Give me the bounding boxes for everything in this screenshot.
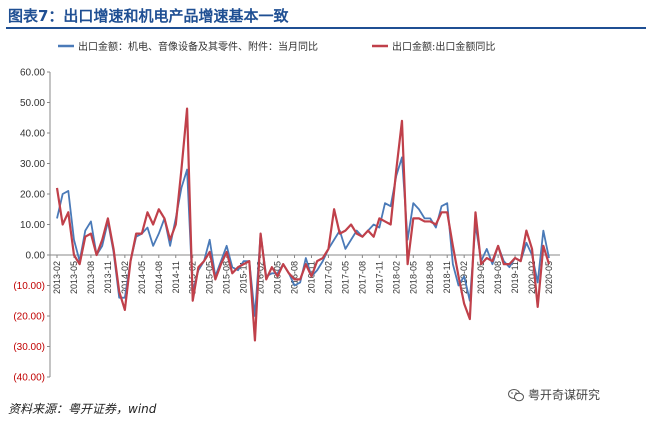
y-tick-label: 10.00 bbox=[20, 220, 45, 231]
legend: 出口金额：机电、音像设备及其零件、附件：当月同比 出口金额:出口金额同比 bbox=[58, 40, 495, 53]
y-tick-label: (30.00) bbox=[13, 342, 45, 353]
source-note: 资料来源：粤开证券，wind bbox=[8, 402, 157, 416]
x-tick-label: 2019-08 bbox=[493, 261, 503, 294]
x-tick-label: 2013-11 bbox=[103, 261, 113, 293]
x-tick-label: 2020-05 bbox=[544, 261, 554, 294]
x-tick-label: 2014-11 bbox=[171, 261, 181, 293]
watermark: 粤开奇谋研究 bbox=[508, 386, 600, 403]
x-tick-label: 2015-11 bbox=[239, 261, 249, 293]
y-tick-label: (20.00) bbox=[13, 312, 45, 323]
legend-label-2: 出口金额:出口金额同比 bbox=[392, 40, 495, 53]
x-tick-label: 2016-05 bbox=[273, 261, 283, 294]
x-tick-label: 2018-02 bbox=[391, 261, 401, 294]
y-tick-label: (40.00) bbox=[13, 373, 45, 384]
wechat-icon bbox=[508, 388, 524, 401]
x-tick-label: 2018-11 bbox=[442, 261, 452, 293]
series-line-2 bbox=[55, 107, 551, 342]
x-tick-label: 2017-05 bbox=[340, 261, 350, 294]
x-tick-label: 2017-02 bbox=[323, 261, 333, 294]
x-tick-label: 2014-05 bbox=[137, 261, 147, 294]
x-tick-label: 2013-08 bbox=[86, 261, 96, 294]
legend-label-1: 出口金额：机电、音像设备及其零件、附件：当月同比 bbox=[78, 40, 318, 53]
y-tick-label: 0.00 bbox=[26, 251, 46, 262]
y-tick-label: (10.00) bbox=[13, 281, 45, 292]
x-tick-label: 2015-05 bbox=[205, 261, 215, 294]
x-tick-label: 2015-08 bbox=[222, 261, 232, 294]
series-lines bbox=[55, 107, 551, 342]
y-tick-label: 40.00 bbox=[20, 129, 45, 140]
x-tick-label: 2018-08 bbox=[425, 261, 435, 294]
x-tick-label: 2016-02 bbox=[256, 261, 266, 294]
x-tick-label: 2013-05 bbox=[69, 261, 79, 294]
chart-title: 图表7：出口增速和机电产品增速基本一致 bbox=[8, 7, 289, 25]
x-tick-label: 2013-02 bbox=[52, 261, 62, 294]
x-tick-label: 2017-08 bbox=[357, 261, 367, 294]
y-axis: 60.00 50.00 40.00 30.00 20.00 10.00 0.00 (10.00… bbox=[13, 68, 51, 384]
x-tick-label: 2018-05 bbox=[408, 261, 418, 294]
x-tick-label: 2014-02 bbox=[120, 261, 130, 294]
y-tick-label: 50.00 bbox=[20, 98, 45, 109]
x-tick-label: 2019-05 bbox=[476, 261, 486, 294]
x-tick-label: 2020-02 bbox=[527, 261, 537, 294]
title-rule bbox=[6, 27, 646, 29]
x-tick-label: 2017-11 bbox=[374, 261, 384, 293]
x-tick-label: 2019-11 bbox=[510, 261, 520, 293]
x-tick-label: 2016-08 bbox=[290, 261, 300, 294]
x-tick-label: 2014-08 bbox=[154, 261, 164, 294]
y-tick-label: 20.00 bbox=[20, 190, 45, 201]
y-tick-label: 60.00 bbox=[20, 68, 45, 79]
watermark-text: 粤开奇谋研究 bbox=[528, 388, 601, 402]
y-tick-label: 30.00 bbox=[20, 159, 45, 170]
